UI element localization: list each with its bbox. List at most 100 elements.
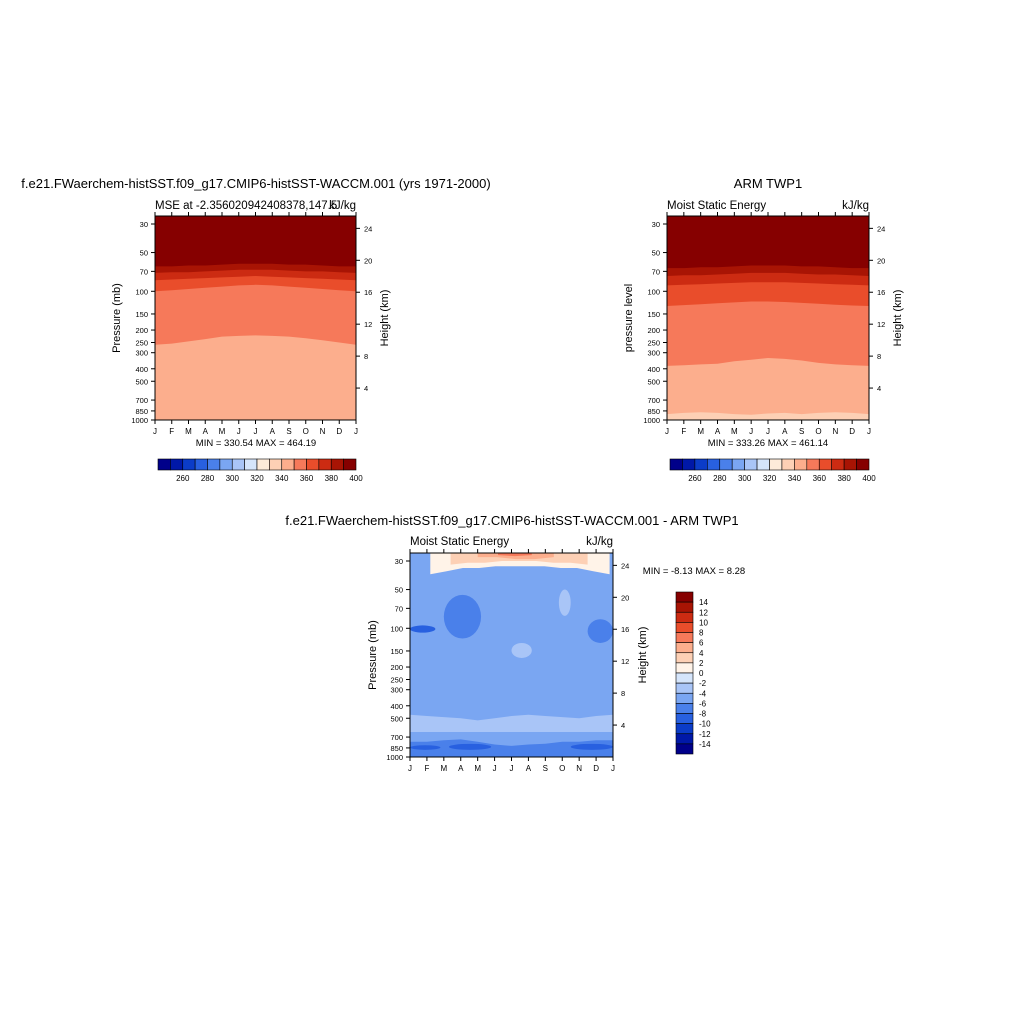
colorbar-swatch [781,458,795,471]
colorbar: 260 280 300 320 340 360 380 400 [669,458,876,483]
y-tick-label: 150 [390,647,403,656]
colorbar-label: -8 [699,710,707,719]
colorbar-label: 340 [275,474,289,483]
x-tick-label: N [576,764,582,773]
y-tick-label: 500 [135,377,148,386]
y-axis-label: pressure level [623,284,635,352]
x-tick-label: J [611,764,615,773]
contour-region [410,625,436,633]
colorbar-swatch [244,458,258,471]
colorbar-swatch [675,601,694,613]
colorbar-label: -10 [699,720,711,729]
panel-right-subtitle: kJ/kg [842,200,869,212]
colorbar-swatch [675,672,694,684]
y-tick-label: 50 [140,249,148,258]
contour-fills [667,216,869,420]
y-axis-label: Pressure (mb) [367,620,379,690]
y-tick-label: 300 [390,686,403,695]
min-max-label: MIN = 333.26 MAX = 461.14 [708,438,828,449]
y-tick-label: 150 [135,310,148,319]
x-tick-label: A [782,427,788,436]
x-tick-label: F [681,427,686,436]
contour-region [448,743,492,750]
colorbar-swatch [675,622,694,633]
y-right-tick-label: 12 [364,320,372,329]
contour-region [410,714,613,733]
colorbar-swatch [293,458,307,471]
colorbar-label: 400 [862,474,876,483]
colorbar-label: 260 [688,474,702,483]
x-tick-label: A [715,427,721,436]
x-tick-label: M [185,427,192,436]
colorbar-label: 280 [201,474,215,483]
y-tick-label: 850 [390,744,403,753]
colorbar-label: 300 [226,474,240,483]
contour-region [587,619,613,643]
colorbar-label: 6 [699,639,704,648]
x-tick-label: J [354,427,358,436]
y-right-tick-label: 4 [364,384,368,393]
x-tick-label: M [219,427,226,436]
y-tick-label: 500 [647,377,660,386]
colorbar-label: 14 [699,598,708,607]
x-tick-label: O [559,764,565,773]
colorbar-swatch [318,458,332,471]
colorbar-label: 380 [325,474,339,483]
contour-band [155,216,356,260]
colorbar-label: 10 [699,618,708,627]
contour-region [558,589,571,616]
x-tick-label: M [440,764,447,773]
contour-plot-area [410,553,613,757]
x-tick-label: O [815,427,821,436]
colorbar-swatch [157,458,171,471]
contour-fills [155,216,356,420]
y-tick-label: 700 [390,733,403,742]
y-right-tick-label: 12 [621,657,629,666]
colorbar-label: 360 [300,474,314,483]
y-right-tick-label: 4 [621,721,625,730]
contour-region [511,642,532,658]
colorbar-label: 320 [250,474,264,483]
x-tick-label: F [169,427,174,436]
x-tick-label: D [336,427,342,436]
y-axis-right-label: Height (km) [892,290,904,347]
colorbar: 260 280 300 320 340 360 380 400 [157,458,363,483]
x-tick-label: J [254,427,258,436]
colorbar-swatch [256,458,270,471]
y-tick-label: 300 [135,349,148,358]
contour-plot-area [155,216,356,420]
colorbar-label: -4 [699,689,707,698]
colorbar-swatch [170,458,184,471]
colorbar-label: 2 [699,659,704,668]
panel-right-subtitle: kJ/kg [329,200,356,212]
colorbar-swatch [707,458,721,471]
min-max-label: MIN = 330.54 MAX = 464.19 [196,438,316,449]
panel-left-subtitle: MSE at -2.356020942408378,147.5 [155,200,337,212]
colorbar-swatch [769,458,783,471]
panel-left-subtitle: Moist Static Energy [410,536,509,548]
y-tick-label: 70 [395,604,403,613]
colorbar-label: 0 [699,669,704,678]
x-tick-label: J [237,427,241,436]
contour-region [410,745,441,750]
contour-region [570,743,613,750]
x-tick-label: A [203,427,209,436]
colorbar-swatch [675,743,694,755]
colorbar-label: 280 [713,474,727,483]
colorbar-label: 300 [738,474,752,483]
y-right-tick-label: 24 [877,224,885,233]
x-tick-label: A [526,764,532,773]
y-tick-label: 850 [647,407,660,416]
x-tick-label: J [665,427,669,436]
colorbar-swatch [744,458,758,471]
x-tick-label: S [543,764,548,773]
colorbar-swatch [219,458,233,471]
colorbar-label: -12 [699,730,711,739]
colorbar-swatch [675,632,694,643]
y-tick-label: 50 [395,586,403,595]
